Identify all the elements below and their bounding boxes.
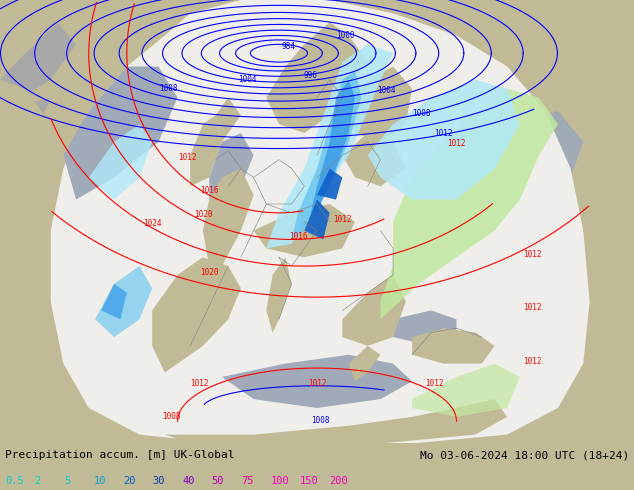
Text: 1012: 1012	[434, 128, 453, 138]
Text: 1020: 1020	[200, 268, 219, 277]
Text: 30: 30	[153, 476, 165, 486]
Text: 1012: 1012	[447, 139, 466, 148]
Text: 5: 5	[64, 476, 70, 486]
Polygon shape	[95, 266, 152, 337]
Text: 996: 996	[304, 71, 318, 80]
Text: 1000: 1000	[336, 31, 355, 40]
Text: Mo 03-06-2024 18:00 UTC (18+24): Mo 03-06-2024 18:00 UTC (18+24)	[420, 450, 629, 461]
Polygon shape	[216, 98, 241, 142]
Polygon shape	[456, 0, 634, 155]
Polygon shape	[101, 284, 127, 319]
Polygon shape	[317, 169, 342, 199]
Polygon shape	[51, 0, 590, 443]
Text: 1012: 1012	[190, 379, 209, 388]
Polygon shape	[393, 311, 456, 346]
Polygon shape	[209, 133, 254, 213]
Text: 1004: 1004	[377, 86, 396, 96]
Polygon shape	[0, 0, 76, 111]
Text: 150: 150	[300, 476, 319, 486]
Text: 1020: 1020	[193, 210, 212, 220]
Text: 100: 100	[271, 476, 289, 486]
Polygon shape	[292, 71, 361, 240]
Polygon shape	[349, 346, 380, 381]
Polygon shape	[190, 115, 222, 186]
Text: 50: 50	[212, 476, 224, 486]
Text: 1012: 1012	[307, 379, 327, 388]
Polygon shape	[266, 257, 292, 333]
Text: 1008: 1008	[162, 412, 181, 421]
Text: 1024: 1024	[143, 219, 162, 228]
Polygon shape	[0, 80, 51, 199]
Polygon shape	[165, 399, 507, 443]
Polygon shape	[279, 22, 368, 106]
Text: 10: 10	[94, 476, 106, 486]
Polygon shape	[63, 67, 178, 199]
Polygon shape	[342, 67, 412, 142]
Polygon shape	[266, 35, 342, 133]
Polygon shape	[380, 89, 558, 319]
Text: 984: 984	[281, 42, 295, 51]
Polygon shape	[412, 328, 495, 364]
Text: 1012: 1012	[523, 357, 542, 366]
Text: 1004: 1004	[238, 75, 257, 84]
Polygon shape	[0, 98, 51, 177]
Polygon shape	[89, 124, 152, 199]
Polygon shape	[342, 275, 406, 346]
Polygon shape	[152, 257, 241, 372]
Text: 1016: 1016	[200, 186, 219, 195]
Polygon shape	[0, 0, 634, 443]
Text: 1008: 1008	[158, 84, 178, 93]
Polygon shape	[266, 44, 393, 248]
Polygon shape	[304, 199, 330, 240]
Polygon shape	[0, 0, 114, 80]
Text: 75: 75	[241, 476, 254, 486]
Polygon shape	[342, 133, 406, 186]
Polygon shape	[368, 80, 520, 199]
Text: 200: 200	[330, 476, 349, 486]
Text: 20: 20	[123, 476, 136, 486]
Polygon shape	[520, 199, 634, 443]
Text: 1012: 1012	[425, 379, 444, 388]
Text: 2: 2	[35, 476, 41, 486]
Text: 1008: 1008	[412, 109, 431, 118]
Polygon shape	[254, 204, 355, 257]
Text: 1012: 1012	[178, 153, 197, 162]
Text: 1012: 1012	[333, 215, 352, 224]
Polygon shape	[0, 221, 76, 443]
Text: 1012: 1012	[523, 250, 542, 259]
Text: 1008: 1008	[311, 416, 330, 425]
Text: 1012: 1012	[523, 303, 542, 313]
Polygon shape	[412, 364, 520, 417]
Polygon shape	[203, 169, 254, 266]
Text: 0.5: 0.5	[5, 476, 24, 486]
Text: Precipitation accum. [m] UK-Global: Precipitation accum. [m] UK-Global	[5, 450, 235, 461]
Polygon shape	[222, 355, 412, 408]
Text: 1016: 1016	[288, 232, 307, 242]
Text: 40: 40	[182, 476, 195, 486]
Polygon shape	[311, 80, 355, 213]
Polygon shape	[507, 111, 583, 199]
